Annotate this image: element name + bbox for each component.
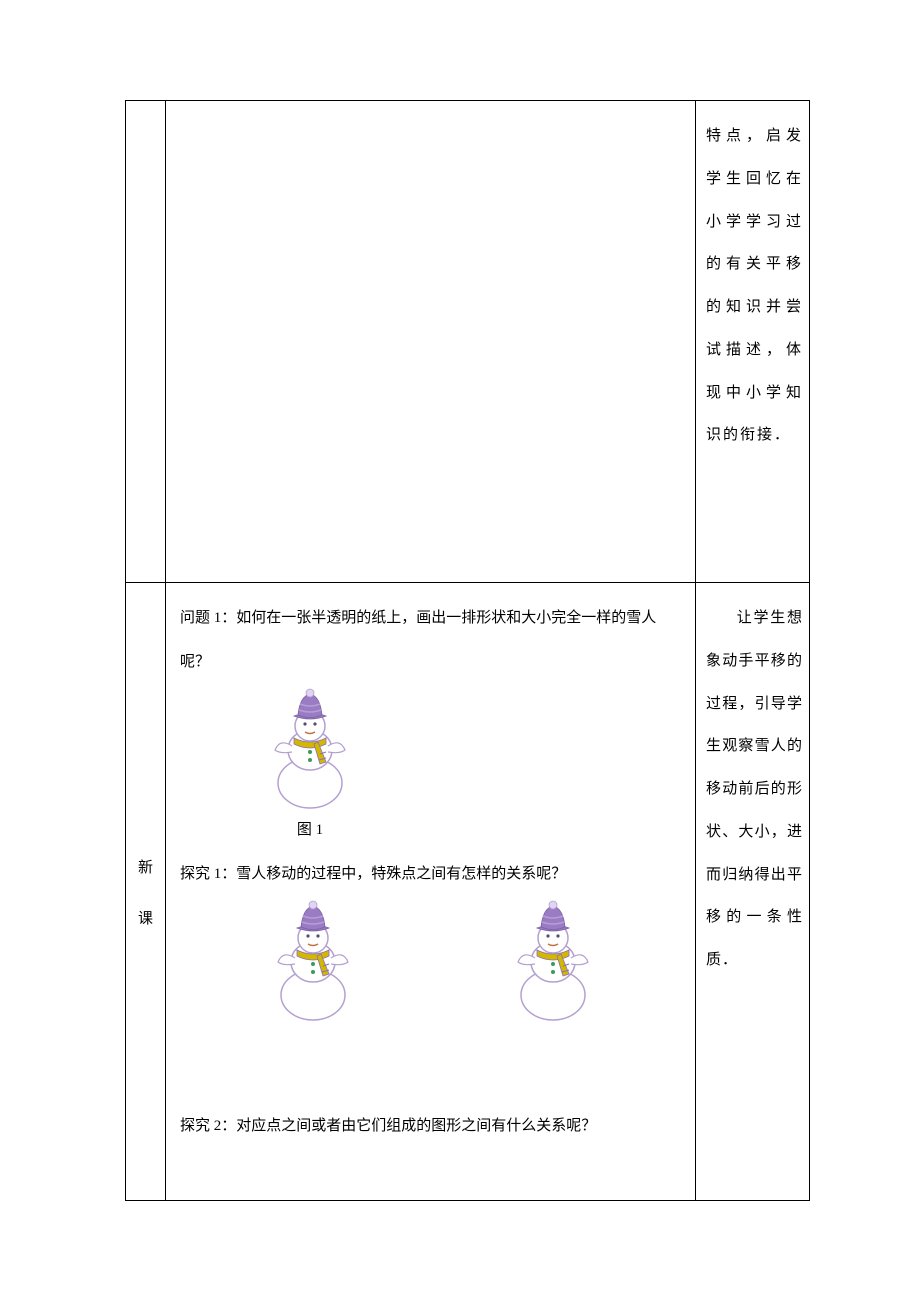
explore-2: 探究 2：对应点之间或者由它们组成的图形之间有什么关系呢？ xyxy=(180,1105,685,1149)
stage-cell-empty xyxy=(126,101,166,583)
snowman-pair xyxy=(180,900,685,1025)
intent-cell-2: 让学生想象动手平移的过程，引导学生观察雪人的移动前后的形状、大小，进而归纳得出平… xyxy=(696,583,810,1201)
intent-text-1: 特点，启发学生回忆在小学学习过的有关平移的知识并尝试描述，体现中小学知识的衔接． xyxy=(696,101,809,467)
question-1: 问题 1：如何在一张半透明的纸上，画出一排形状和大小完全一样的雪人呢？ xyxy=(180,597,685,684)
stage-cell-xinke: 新 课 xyxy=(126,583,166,1201)
snowman-icon xyxy=(493,900,613,1025)
snowman-icon xyxy=(253,900,373,1025)
stage-char: 新 xyxy=(138,856,153,877)
stage-char: 课 xyxy=(138,907,153,928)
table-row: 新 课 问题 1：如何在一张半透明的纸上，画出一排形状和大小完全一样的雪人呢？ … xyxy=(126,583,810,1201)
content-cell-empty xyxy=(166,101,696,583)
snowman-icon xyxy=(250,688,370,813)
intent-text-2: 让学生想象动手平移的过程，引导学生观察雪人的移动前后的形状、大小，进而归纳得出平… xyxy=(696,583,809,992)
table-row: 特点，启发学生回忆在小学学习过的有关平移的知识并尝试描述，体现中小学知识的衔接． xyxy=(126,101,810,583)
figure-1: 图 1 xyxy=(250,688,685,853)
stage-label: 新 课 xyxy=(126,583,165,1200)
explore-1: 探究 1：雪人移动的过程中，特殊点之间有怎样的关系呢？ xyxy=(180,853,685,897)
document-page: 特点，启发学生回忆在小学学习过的有关平移的知识并尝试描述，体现中小学知识的衔接．… xyxy=(0,0,920,1302)
content-body: 问题 1：如何在一张半透明的纸上，画出一排形状和大小完全一样的雪人呢？ 图 1 … xyxy=(166,583,695,1159)
lesson-plan-table: 特点，启发学生回忆在小学学习过的有关平移的知识并尝试描述，体现中小学知识的衔接．… xyxy=(125,100,810,1201)
intent-cell-1: 特点，启发学生回忆在小学学习过的有关平移的知识并尝试描述，体现中小学知识的衔接． xyxy=(696,101,810,583)
figure-1-caption: 图 1 xyxy=(250,809,370,853)
content-cell-xinke: 问题 1：如何在一张半透明的纸上，画出一排形状和大小完全一样的雪人呢？ 图 1 … xyxy=(166,583,696,1201)
intent-text-2-body: 让学生想象动手平移的过程，引导学生观察雪人的移动前后的形状、大小，进而归纳得出平… xyxy=(706,610,803,968)
